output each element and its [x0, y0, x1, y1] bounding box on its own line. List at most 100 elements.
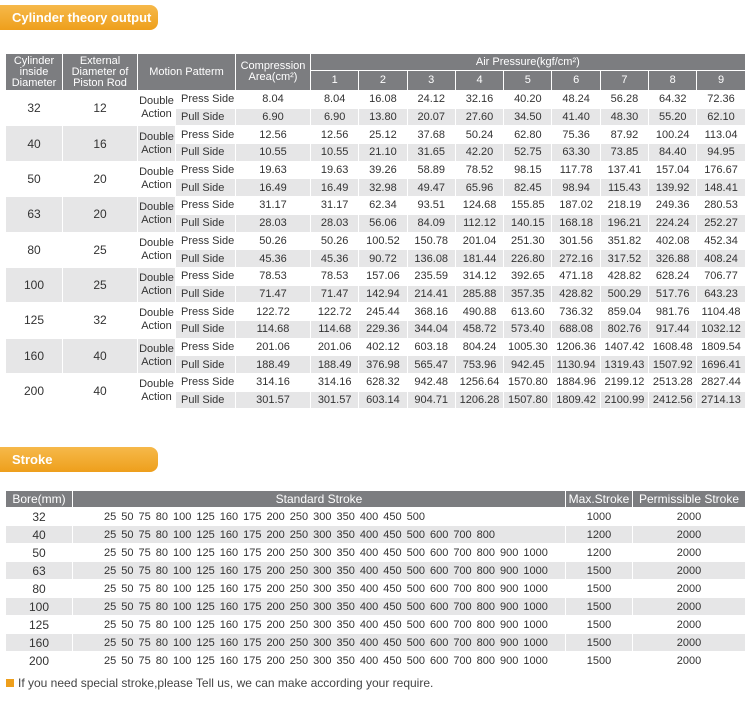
- stroke-value: 400: [359, 654, 379, 667]
- cell: 142.94: [358, 284, 408, 304]
- stroke-value: 125: [196, 618, 215, 631]
- cell: 2513.28: [648, 373, 698, 392]
- cell: 2000: [632, 597, 746, 616]
- cell: 31.65: [406, 143, 456, 162]
- cell: 73.85: [599, 143, 650, 162]
- stroke-value: 75: [138, 600, 151, 613]
- cell: 1696.41: [696, 355, 746, 374]
- stroke-value: 600: [429, 564, 449, 577]
- cell: 2000: [632, 651, 746, 670]
- stroke-value: 1000: [523, 564, 548, 577]
- cell: 100: [5, 266, 63, 304]
- cell: 16: [62, 125, 138, 162]
- stroke-value: 100: [173, 510, 192, 523]
- stroke-value: 200: [266, 546, 285, 559]
- stroke-value: 450: [383, 564, 402, 577]
- data-row: 40 25 50 75 80 100 125 160 175 200 250 300 350 400 450…: [5, 525, 746, 544]
- cell: 402.08: [648, 231, 698, 251]
- cell: 314.12: [454, 266, 505, 286]
- cell: 125: [5, 615, 73, 634]
- data-row: 63 20 Double Action Press Side 31.17 31.17 62.…: [5, 196, 746, 233]
- cell: 100.24: [648, 125, 698, 145]
- stroke-value: 800: [476, 528, 496, 541]
- cell: 62.10: [696, 107, 746, 127]
- cell: 1407.42: [599, 337, 650, 357]
- cell: 21.10: [358, 143, 408, 162]
- cell: 41.40: [551, 107, 601, 127]
- cell: 1500: [565, 615, 633, 634]
- header-cell: 7: [599, 70, 650, 91]
- cell: 188.49: [309, 355, 360, 374]
- header-cell: 1: [309, 70, 360, 91]
- stroke-value: 175: [243, 654, 262, 667]
- stroke-value: 160: [219, 636, 239, 649]
- cell: 736.32: [551, 302, 601, 321]
- cell: 124.68: [454, 196, 505, 215]
- stroke-value: 50: [121, 582, 134, 595]
- cell: 34.50: [503, 107, 553, 127]
- header-cell: External Diameter of Piston Rod: [62, 53, 138, 91]
- header-cell: Standard Stroke: [72, 490, 566, 508]
- cell: 1809.54: [696, 337, 746, 357]
- cell: 376.98: [358, 355, 408, 374]
- cell: 50: [5, 543, 73, 562]
- cell: Press Side: [175, 125, 236, 145]
- cell: 100.52: [358, 231, 408, 251]
- cell: 155.85: [503, 196, 553, 215]
- stroke-value: 75: [138, 564, 151, 577]
- cell: 25 50 75 80 100 125 160 175 200 250 300 350 400 450 50…: [72, 525, 566, 544]
- stroke-value: 200: [266, 510, 285, 523]
- stroke-value: 75: [138, 510, 151, 523]
- stroke-value: 25: [104, 546, 117, 559]
- cell: 25 50 75 80 100 125 160 175 200 250 300 350 400 450 50…: [72, 615, 566, 634]
- cell: 981.76: [648, 302, 698, 321]
- stroke-value: 700: [453, 528, 472, 541]
- cell: 1608.48: [648, 337, 698, 357]
- cell: 16.08: [358, 90, 408, 109]
- cell: 84.40: [648, 143, 698, 162]
- cell: 27.60: [454, 107, 505, 127]
- cell: 1500: [565, 633, 633, 652]
- cell: 71.47: [309, 284, 360, 304]
- data-row: Pull Side 16.49 16.49 32.98 49.47 65.96 82.45 9…: [6, 178, 746, 198]
- stroke-value: 75: [138, 528, 151, 541]
- data-row: 50 25 50 75 80 100 125 160 175 200 250 300 350 400 450…: [5, 543, 746, 562]
- stroke-value: 500: [406, 636, 425, 649]
- stroke-value: 900: [500, 564, 519, 577]
- stroke-value: 125: [196, 600, 215, 613]
- stroke-value: 200: [266, 618, 285, 631]
- stroke-value: 600: [429, 636, 449, 649]
- stroke-value: 175: [243, 510, 262, 523]
- cell: 113.04: [696, 125, 746, 145]
- stroke-value: 100: [173, 618, 192, 631]
- cell: 64.32: [648, 90, 698, 109]
- stroke-value: 250: [289, 528, 309, 541]
- cell: 218.19: [599, 196, 650, 215]
- cell: 25 50 75 80 100 125 160 175 200 250 300 350 400 450 50…: [72, 579, 566, 598]
- cell: 402.12: [358, 337, 408, 357]
- cell: 301.57: [235, 390, 311, 410]
- cell: 13.80: [358, 107, 408, 127]
- stroke-value: 800: [476, 636, 496, 649]
- stroke-value: 175: [243, 618, 262, 631]
- cell: 78.52: [454, 160, 505, 180]
- cell: 40: [5, 125, 63, 162]
- cell: 1507.92: [648, 355, 698, 374]
- cell: Pull Side: [175, 143, 236, 162]
- cell: 1570.80: [503, 373, 553, 392]
- cell: 93.51: [406, 196, 456, 215]
- stroke-value: 175: [243, 600, 262, 613]
- cell: 25 50 75 80 100 125 160 175 200 250 300 350 400 450 50…: [72, 507, 566, 526]
- cell: 517.76: [648, 284, 698, 304]
- cell: 157.04: [648, 160, 698, 180]
- cell: Press Side: [175, 373, 236, 392]
- cell: 90.72: [358, 249, 408, 268]
- cell: 613.60: [503, 302, 553, 321]
- cell: 136.08: [406, 249, 456, 268]
- cell: 200: [5, 651, 73, 670]
- data-row: 200 25 50 75 80 100 125 160 175 200 250 300 350 400 45…: [5, 651, 746, 670]
- cell: 351.82: [599, 231, 650, 251]
- cell: 28.03: [235, 213, 311, 233]
- cell: Double Action: [137, 89, 176, 127]
